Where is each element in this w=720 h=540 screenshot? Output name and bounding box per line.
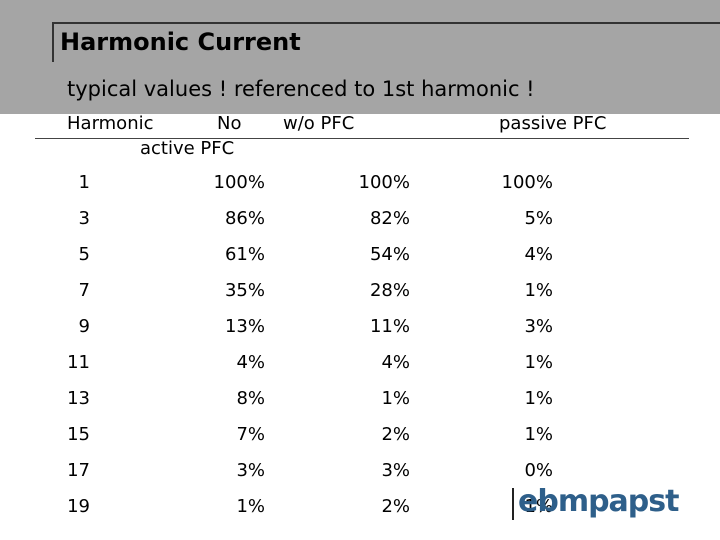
value-cell: 7% [236,424,265,445]
value-cell: 0% [524,460,553,481]
harmonic-cell: 19 [67,496,90,517]
value-cell: 1% [524,280,553,301]
column-header: w/o PFC [283,113,355,134]
header-band [0,0,720,114]
value-cell: 3% [524,316,553,337]
value-cell: 8% [236,388,265,409]
column-header: passive PFC [499,113,607,134]
value-cell: 1% [236,496,265,517]
column-header: active PFC [140,138,235,159]
harmonic-cell: 9 [78,316,90,337]
column-header: Harmonic [67,113,154,134]
value-cell: 82% [369,208,410,229]
value-cell: 1% [381,388,410,409]
subtitle: typical values ! referenced to 1st harmo… [67,77,535,101]
value-cell: 54% [369,244,410,265]
value-cell: 4% [236,352,265,373]
value-cell: 3% [381,460,410,481]
header-rule [35,138,689,139]
harmonic-cell: 11 [67,352,90,373]
value-cell: 61% [224,244,265,265]
value-cell: 100% [358,172,410,193]
value-cell: 100% [213,172,265,193]
logo-bar [512,488,514,520]
top-rule [52,22,720,24]
value-cell: 1% [524,496,553,517]
value-cell: 1% [524,388,553,409]
value-cell: 100% [501,172,553,193]
value-cell: 4% [381,352,410,373]
value-cell: 35% [224,280,265,301]
column-header: No [217,113,242,134]
value-cell: 13% [224,316,265,337]
title-bar [52,22,54,62]
harmonic-cell: 5 [78,244,90,265]
harmonic-cell: 13 [67,388,90,409]
value-cell: 86% [224,208,265,229]
harmonic-cell: 1 [78,172,90,193]
value-cell: 4% [524,244,553,265]
logo: ebmpapst [518,484,679,519]
harmonic-cell: 3 [78,208,90,229]
title: Harmonic Current [60,28,301,56]
harmonic-cell: 15 [67,424,90,445]
harmonic-cell: 17 [67,460,90,481]
value-cell: 2% [381,424,410,445]
value-cell: 1% [524,352,553,373]
value-cell: 5% [524,208,553,229]
value-cell: 1% [524,424,553,445]
value-cell: 3% [236,460,265,481]
value-cell: 11% [369,316,410,337]
value-cell: 28% [369,280,410,301]
harmonic-cell: 7 [78,280,90,301]
value-cell: 2% [381,496,410,517]
